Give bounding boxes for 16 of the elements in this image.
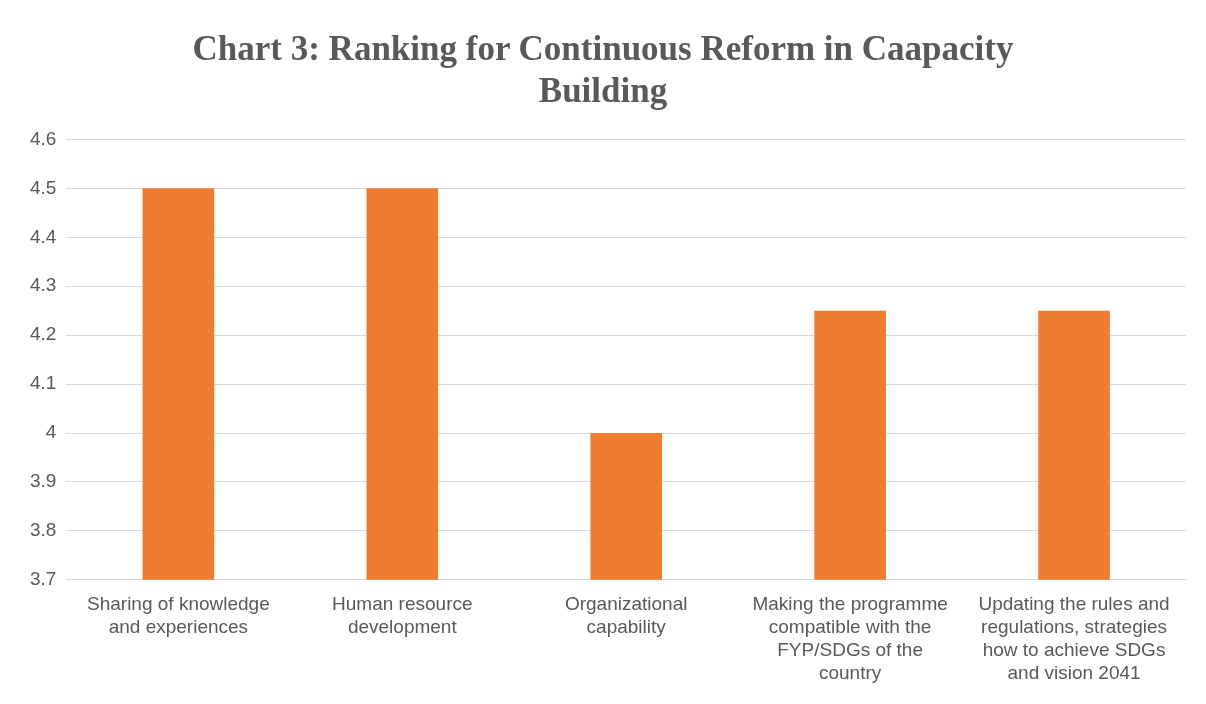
y-tick-label: 4.2 bbox=[29, 323, 57, 345]
y-tick-label: 3.7 bbox=[29, 568, 57, 590]
chart-title: Chart 3: Ranking for Continuous Reform in Caapacity Building bbox=[191, 28, 1015, 112]
y-tick-label: 4.5 bbox=[29, 176, 57, 198]
y-tick-label: 4.6 bbox=[29, 127, 57, 149]
y-tick-label: 3.9 bbox=[29, 470, 57, 492]
x-tick-label: Making the programme compatible with the FYP/SDGs of the country bbox=[752, 593, 948, 683]
y-tick-label: 4 bbox=[45, 421, 57, 443]
y-tick-label: 4.1 bbox=[29, 372, 57, 394]
x-tick-label: Human resource development bbox=[332, 593, 473, 638]
y-tick-label: 3.8 bbox=[29, 519, 57, 541]
y-tick-label: 4.3 bbox=[29, 274, 57, 296]
x-tick-label: Sharing of knowledge and experiences bbox=[87, 593, 270, 638]
x-tick-label: Organizational capability bbox=[564, 593, 688, 638]
x-tick-label: Updating the rules and regulations, strategies how to achieve SDGs and vision 2041 bbox=[978, 593, 1170, 683]
y-tick-label: 4.4 bbox=[29, 225, 57, 247]
